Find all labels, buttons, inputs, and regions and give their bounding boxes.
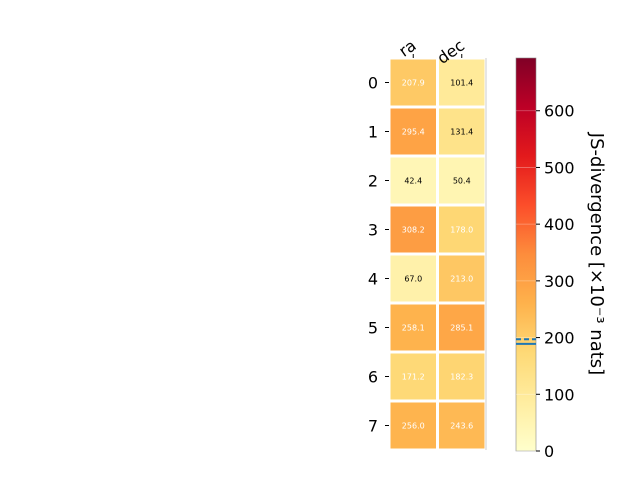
row-ticks: 0 1 2 3 4 5 6 7 [368,74,389,436]
cell-value-label: 50.4 [453,177,471,186]
colorbar-reference-lines [516,338,536,345]
colorbar: 0 100 200 300 400 500 600 JS-divergence [×10⁻³… [515,57,607,461]
row-tick-label: 5 [368,319,378,338]
cell-value-label: 213.0 [450,275,473,284]
heatmap-cell [439,59,485,106]
colorbar-tick-label: 400 [544,215,575,234]
cell-value-label: 171.2 [402,373,425,382]
heatmap-cell [390,255,436,302]
cell-value-label: 285.1 [450,324,473,333]
heatmap-cell [390,157,436,204]
heatmap-cell [439,108,485,155]
colorbar-gradient [515,57,537,452]
colorbar-tick-label: 200 [544,329,575,348]
colorbar-tick-label: 300 [544,272,575,291]
heatmap-cells: 207.9 101.4 295.4 131.4 42.4 50.4 308.2 178.0 67… [390,59,485,449]
row-tick-label: 3 [368,221,378,240]
heatmap-cell [439,157,485,204]
heatmap-cell [390,206,436,253]
colorbar-tick-label: 600 [544,102,575,121]
cell-value-label: 67.0 [404,275,422,284]
colorbar-label: JS-divergence [×10⁻³ nats] [586,132,607,375]
colorbar-tick-label: 0 [544,442,554,461]
heatmap-cell [439,353,485,400]
row-tick-label: 7 [368,417,378,436]
cell-value-label: 295.4 [402,128,425,137]
heatmap-cell [439,304,485,351]
row-tick-label: 0 [368,74,378,93]
row-tick-label: 4 [368,270,378,289]
heatmap-cell [390,108,436,155]
cell-value-label: 182.3 [450,373,473,382]
row-tick-label: 6 [368,368,378,387]
colorbar-tick-label: 500 [544,158,575,177]
cell-value-label: 308.2 [402,226,425,235]
row-tick-label: 2 [368,172,378,191]
cell-value-label: 256.0 [402,422,425,431]
cell-value-label: 42.4 [404,177,422,186]
heatmap-cell [439,206,485,253]
heatmap-cell [390,353,436,400]
cell-value-label: 243.6 [450,422,473,431]
cell-value-label: 207.9 [402,79,425,88]
colorbar-ticks: 0 100 200 300 400 500 600 [516,102,575,461]
cell-value-label: 178.0 [450,226,473,235]
row-tick-label: 1 [368,123,378,142]
heatmap-cell [390,402,436,449]
heatmap-cell [439,255,485,302]
colorbar-tick-label: 100 [544,385,575,404]
heatmap-cell [439,402,485,449]
heatmap-cell [390,304,436,351]
heatmap-cell [390,59,436,106]
cell-value-label: 258.1 [402,324,425,333]
column-tick-label: ra [395,36,419,61]
cell-value-label: 131.4 [450,128,473,137]
cell-value-label: 101.4 [450,79,473,88]
